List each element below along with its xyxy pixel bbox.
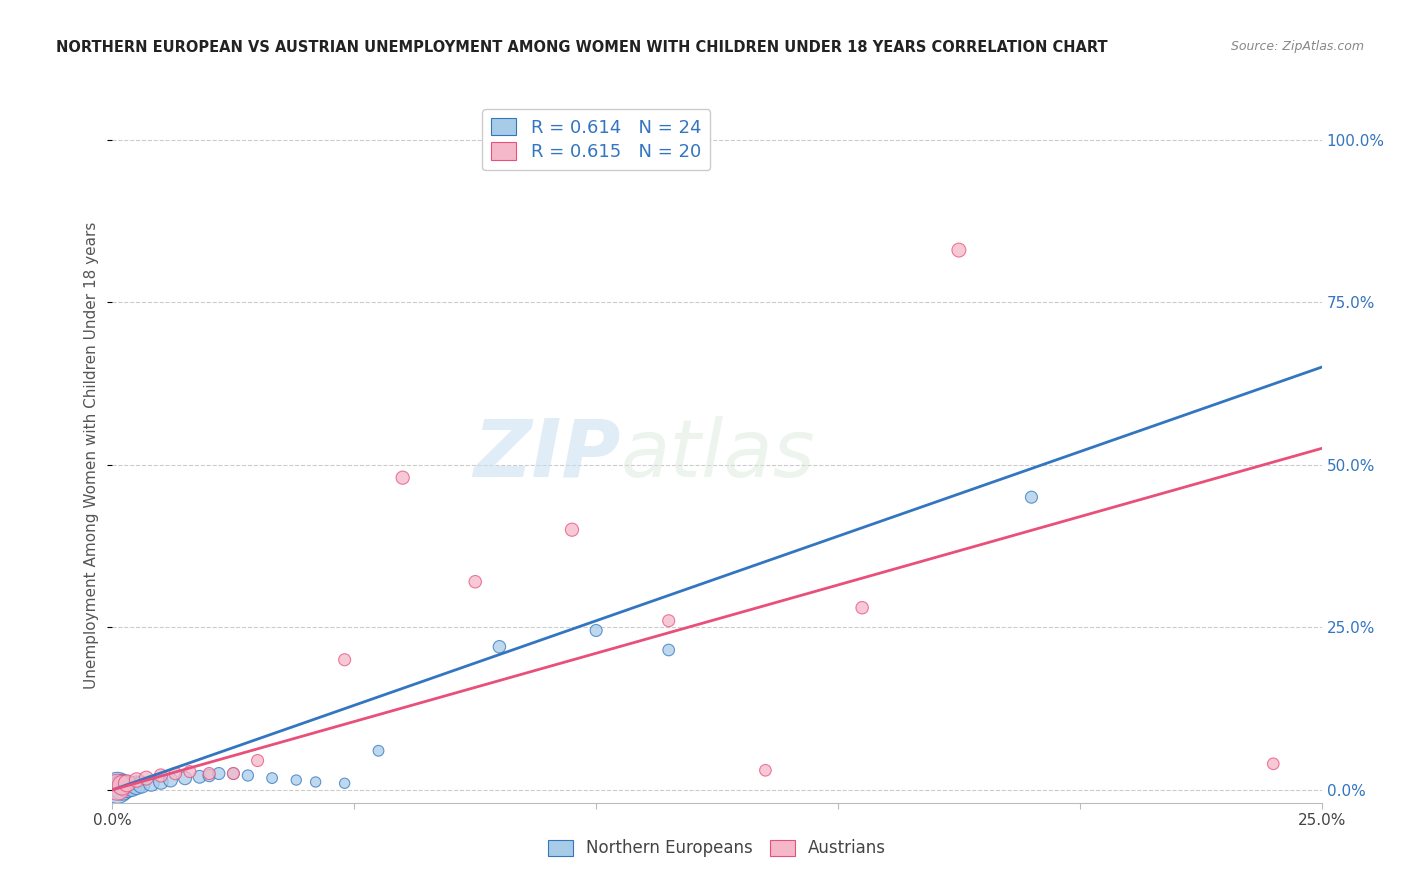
Point [208, 766, 231, 780]
Point [1263, 756, 1285, 771]
Point [948, 243, 970, 257]
Point [174, 771, 197, 785]
Point [246, 754, 269, 768]
Point [561, 523, 583, 537]
Y-axis label: Unemployment Among Women with Children Under 18 years: Unemployment Among Women with Children U… [84, 221, 100, 689]
Point [198, 766, 221, 780]
Point [179, 764, 201, 779]
Point [754, 764, 776, 778]
Point [585, 624, 607, 638]
Point [236, 768, 259, 782]
Text: Source: ZipAtlas.com: Source: ZipAtlas.com [1230, 40, 1364, 54]
Legend: Northern Europeans, Austrians: Northern Europeans, Austrians [541, 833, 893, 864]
Point [135, 771, 157, 785]
Point [851, 600, 873, 615]
Point [125, 778, 148, 792]
Point [1021, 490, 1043, 504]
Point [149, 768, 172, 782]
Point [262, 771, 284, 785]
Point [222, 766, 245, 780]
Point [391, 471, 413, 485]
Point [333, 653, 356, 667]
Point [304, 775, 326, 789]
Text: NORTHERN EUROPEAN VS AUSTRIAN UNEMPLOYMENT AMONG WOMEN WITH CHILDREN UNDER 18 YE: NORTHERN EUROPEAN VS AUSTRIAN UNEMPLOYME… [56, 40, 1108, 55]
Point [111, 778, 134, 792]
Point [125, 772, 148, 787]
Point [222, 766, 245, 780]
Point [121, 780, 143, 794]
Point [165, 766, 187, 780]
Point [488, 640, 510, 654]
Text: atlas: atlas [620, 416, 815, 494]
Point [105, 780, 128, 795]
Point [464, 574, 486, 589]
Point [141, 776, 163, 790]
Text: ZIP: ZIP [472, 416, 620, 494]
Point [105, 780, 128, 795]
Point [333, 776, 356, 790]
Point [188, 770, 211, 784]
Point [285, 772, 308, 787]
Point [198, 768, 221, 782]
Point [111, 780, 134, 795]
Point [658, 614, 681, 628]
Point [367, 744, 389, 758]
Point [149, 775, 172, 789]
Point [115, 780, 138, 794]
Point [115, 776, 138, 790]
Point [159, 772, 181, 787]
Point [131, 778, 153, 792]
Point [658, 643, 681, 657]
